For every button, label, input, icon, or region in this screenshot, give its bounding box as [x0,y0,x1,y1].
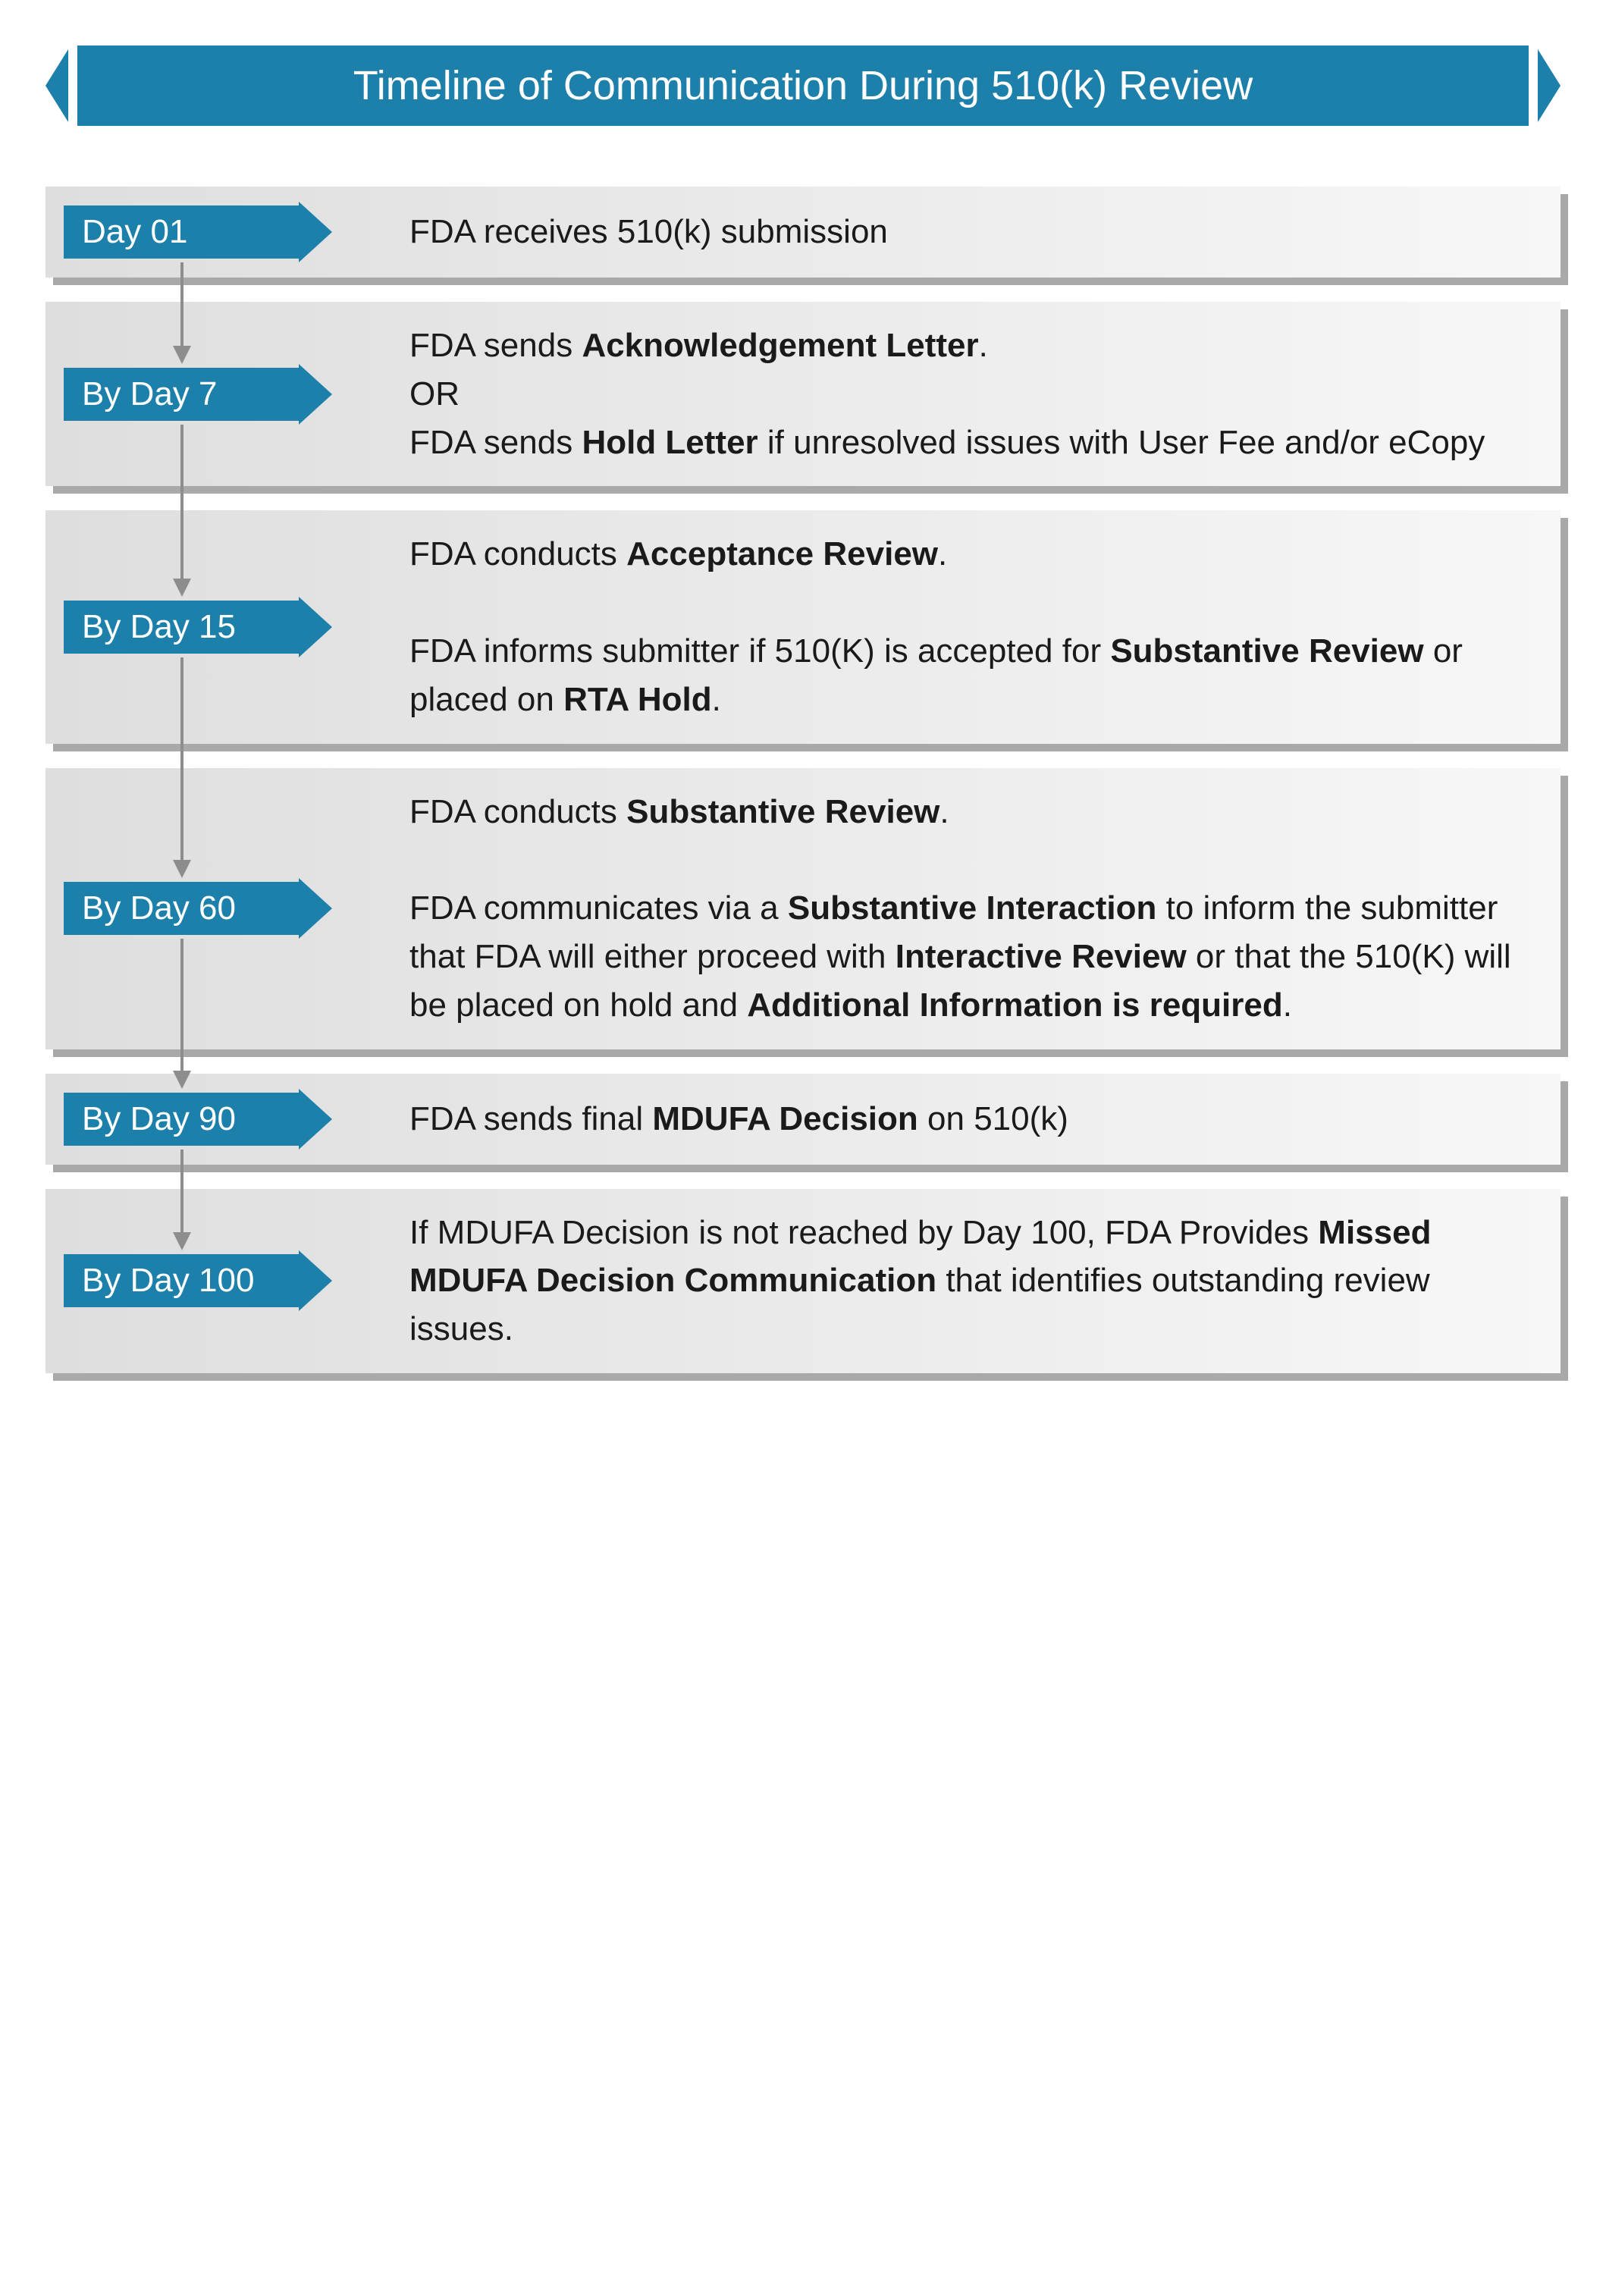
timeline-step: FDA sends final MDUFA Decision on 510(k)… [45,1074,1561,1165]
connector-line [180,939,183,1071]
day-label: By Day 7 [64,364,332,425]
step-description: FDA receives 510(k) submission [409,208,888,256]
step-description: FDA conducts Acceptance Review.FDA infor… [409,530,1530,723]
arrow-right-icon [299,364,332,425]
day-label-text: By Day 60 [64,882,299,935]
day-label: By Day 15 [64,597,332,657]
day-label-text: By Day 100 [64,1254,299,1307]
arrow-down-icon [173,346,191,364]
connector-line [180,262,183,346]
chevron-right-icon [1538,49,1561,122]
arrow-down-icon [173,860,191,878]
day-label-text: Day 01 [64,205,299,259]
timeline-step: If MDUFA Decision is not reached by Day … [45,1189,1561,1373]
connector-line [180,1150,183,1233]
day-label-text: By Day 7 [64,368,299,421]
step-description: If MDUFA Decision is not reached by Day … [409,1209,1530,1353]
day-label-text: By Day 15 [64,601,299,654]
arrow-down-icon [173,1232,191,1250]
timeline-step: FDA sends Acknowledgement Letter.ORFDA s… [45,302,1561,486]
step-description: FDA sends Acknowledgement Letter.ORFDA s… [409,322,1485,466]
day-label: By Day 100 [64,1250,332,1311]
arrow-right-icon [299,878,332,939]
connector-line [180,425,183,579]
day-label: By Day 90 [64,1089,332,1150]
day-label: By Day 60 [64,878,332,939]
timeline-step: FDA receives 510(k) submission Day 01 [45,187,1561,278]
page-title: Timeline of Communication During 510(k) … [77,45,1529,126]
step-description: FDA conducts Substantive Review.FDA comm… [409,788,1530,1030]
arrow-right-icon [299,597,332,657]
day-label: Day 01 [64,202,332,262]
chevron-left-icon [45,49,68,122]
title-banner: Timeline of Communication During 510(k) … [45,45,1561,126]
arrow-right-icon [299,1089,332,1150]
arrow-right-icon [299,1250,332,1311]
connector-line [180,657,183,860]
day-label-text: By Day 90 [64,1093,299,1146]
timeline-step: FDA conducts Substantive Review.FDA comm… [45,768,1561,1049]
timeline-container: FDA receives 510(k) submissionDay 01FDA … [45,187,1561,1373]
arrow-down-icon [173,1071,191,1089]
step-description: FDA sends final MDUFA Decision on 510(k) [409,1095,1068,1143]
arrow-down-icon [173,579,191,597]
arrow-right-icon [299,202,332,262]
timeline-step: FDA conducts Acceptance Review.FDA infor… [45,510,1561,743]
